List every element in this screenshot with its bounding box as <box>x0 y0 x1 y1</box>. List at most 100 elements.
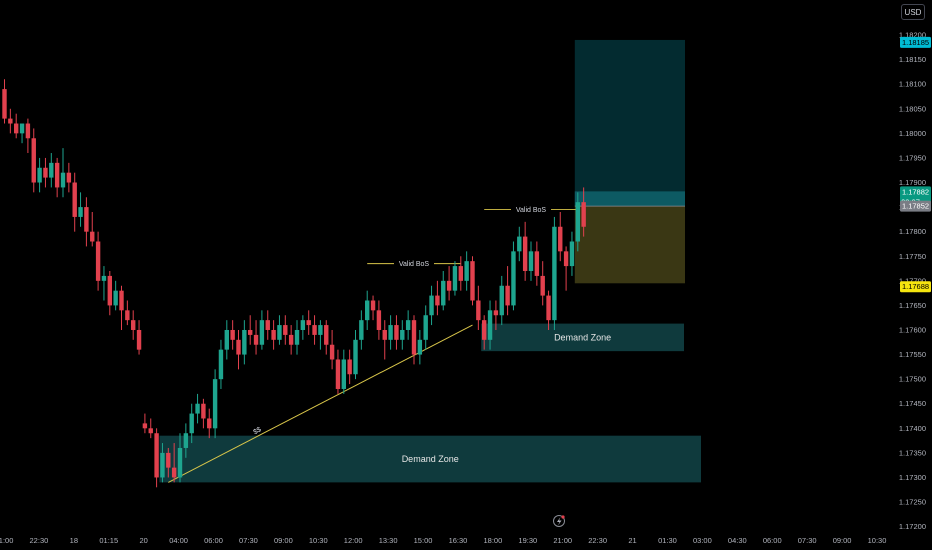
candle-body[interactable] <box>259 320 265 345</box>
candle-body[interactable] <box>253 334 259 345</box>
candle-body[interactable] <box>49 162 54 178</box>
time-axis[interactable]: 21:00 22:30 18 01:15 20 04:00 06:00 07:30 09:00 1… <box>0 536 886 545</box>
candle-body[interactable] <box>101 275 107 281</box>
candle-body[interactable] <box>423 315 428 340</box>
candle-body[interactable] <box>66 172 72 183</box>
candle-body[interactable] <box>230 329 235 340</box>
candle-body[interactable] <box>306 320 311 326</box>
candle-body[interactable] <box>376 310 382 330</box>
candle-body[interactable] <box>131 320 136 330</box>
candle-body[interactable] <box>318 325 323 335</box>
candle-body[interactable] <box>113 290 118 306</box>
candle-body[interactable] <box>446 280 452 291</box>
candle-body[interactable] <box>405 320 411 330</box>
candle-body[interactable] <box>84 207 89 232</box>
candle-body[interactable] <box>482 320 487 340</box>
candle-body[interactable] <box>265 320 270 330</box>
candle-body[interactable] <box>195 403 200 414</box>
candle-body[interactable] <box>517 236 522 252</box>
candle-body[interactable] <box>511 251 516 306</box>
candle-body[interactable] <box>8 118 13 124</box>
currency-button[interactable]: USD <box>901 4 925 20</box>
candle-body[interactable] <box>528 251 534 271</box>
candle-body[interactable] <box>277 325 282 340</box>
price-axis[interactable]: 1.18200 1.18150 1.18100 1.18050 1.18000 1.179… <box>892 0 932 550</box>
candle-body[interactable] <box>499 285 504 316</box>
candle-body[interactable] <box>90 231 95 242</box>
candle-body[interactable] <box>359 320 364 340</box>
stop-zone[interactable] <box>574 206 685 284</box>
candle-body[interactable] <box>242 329 247 355</box>
candle-body[interactable] <box>476 300 481 321</box>
candle-body[interactable] <box>487 310 493 340</box>
candle-body[interactable] <box>19 123 25 134</box>
candle-body[interactable] <box>148 428 153 434</box>
candle-body[interactable] <box>347 359 352 375</box>
candle-body[interactable] <box>218 349 224 380</box>
candle-body[interactable] <box>125 310 130 321</box>
candle-body[interactable] <box>31 138 36 183</box>
candle-body[interactable] <box>534 251 540 276</box>
candle-body[interactable] <box>183 433 189 448</box>
candle-body[interactable] <box>429 295 434 316</box>
candle-body[interactable] <box>294 329 300 345</box>
candle-body[interactable] <box>25 123 31 139</box>
candle-body[interactable] <box>312 325 317 335</box>
candle-body[interactable] <box>154 433 159 478</box>
candle-body[interactable] <box>575 202 580 242</box>
candle-body[interactable] <box>288 334 294 345</box>
candle-body[interactable] <box>171 467 177 478</box>
candle-body[interactable] <box>522 236 528 271</box>
candle-body[interactable] <box>224 329 229 350</box>
candle-body[interactable] <box>37 167 42 183</box>
candle-body[interactable] <box>329 344 335 360</box>
candle-body[interactable] <box>2 89 7 119</box>
candle-body[interactable] <box>160 452 165 478</box>
candle-body[interactable] <box>558 226 563 252</box>
candle-body[interactable] <box>207 418 212 429</box>
candle-body[interactable] <box>14 123 19 134</box>
candle-body[interactable] <box>341 359 346 389</box>
candle-body[interactable] <box>166 452 171 468</box>
candle-body[interactable] <box>142 423 148 429</box>
candle-body[interactable] <box>441 280 446 306</box>
candle-body[interactable] <box>236 339 241 355</box>
candle-body[interactable] <box>505 285 510 306</box>
candle-body[interactable] <box>388 325 393 340</box>
demand-zone-1[interactable] <box>481 323 684 352</box>
candle-body[interactable] <box>540 275 545 296</box>
candle-body[interactable] <box>452 266 458 291</box>
candle-body[interactable] <box>189 413 194 434</box>
target-zone[interactable] <box>574 39 685 207</box>
candle-body[interactable] <box>283 325 288 335</box>
candle-body[interactable] <box>581 202 586 227</box>
candle-body[interactable] <box>464 261 469 281</box>
candle-body[interactable] <box>60 172 66 188</box>
candle-body[interactable] <box>470 261 475 301</box>
candle-body[interactable] <box>335 359 341 389</box>
candle-body[interactable] <box>95 241 101 281</box>
demand-zone-2[interactable] <box>159 435 701 483</box>
candle-body[interactable] <box>300 320 306 330</box>
candle-body[interactable] <box>177 447 183 478</box>
candle-body[interactable] <box>353 339 358 375</box>
candle-body[interactable] <box>78 207 83 217</box>
candle-body[interactable] <box>271 329 276 340</box>
candle-body[interactable] <box>400 329 405 340</box>
candle-body[interactable] <box>212 379 218 429</box>
candle-body[interactable] <box>411 320 417 355</box>
candle-body[interactable] <box>552 226 557 321</box>
candle-body[interactable] <box>435 295 440 306</box>
candle-body[interactable] <box>382 329 387 340</box>
candle-body[interactable] <box>417 339 423 355</box>
candle-body[interactable] <box>54 162 60 188</box>
candle-body[interactable] <box>394 325 399 340</box>
candle-body[interactable] <box>493 310 499 316</box>
candle-body[interactable] <box>370 300 376 311</box>
candle-body[interactable] <box>569 241 575 267</box>
candle-body[interactable] <box>136 329 142 350</box>
candle-body[interactable] <box>119 290 124 311</box>
candle-body[interactable] <box>458 266 463 281</box>
candle-body[interactable] <box>107 275 112 306</box>
candle-body[interactable] <box>324 325 329 345</box>
